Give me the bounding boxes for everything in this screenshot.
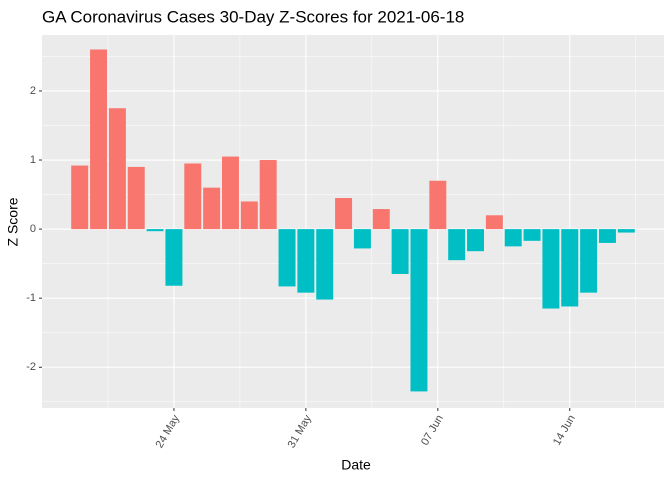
plot-panel <box>42 35 664 408</box>
y-tick-label: 0 <box>30 223 36 235</box>
bar <box>146 229 164 232</box>
bar <box>259 160 277 230</box>
bar <box>90 49 108 230</box>
y-tick-label: 2 <box>30 85 36 97</box>
y-axis-title: Z Score <box>5 197 21 246</box>
bar <box>240 201 258 230</box>
bar <box>448 229 466 261</box>
bar <box>222 156 239 230</box>
bar <box>410 229 428 392</box>
bar <box>278 229 296 287</box>
bar <box>523 229 541 241</box>
bar <box>71 165 89 230</box>
y-tick-label: 1 <box>30 154 36 166</box>
bar <box>561 229 579 307</box>
bar <box>165 229 183 286</box>
bar <box>504 229 522 247</box>
x-tick-label: 07 Jun <box>419 413 446 448</box>
chart-title: GA Coronavirus Cases 30-Day Z-Scores for… <box>42 7 464 26</box>
bar <box>580 229 598 293</box>
x-tick-label: 24 May <box>154 413 183 451</box>
bar <box>617 229 635 233</box>
bar <box>108 108 126 230</box>
y-tick-label: -2 <box>26 361 36 373</box>
bar <box>467 229 484 252</box>
bar <box>372 209 390 230</box>
bar <box>391 229 409 274</box>
bar <box>542 229 560 309</box>
bar <box>598 229 616 243</box>
x-tick-label: 14 Jun <box>551 413 578 448</box>
bar <box>297 229 315 293</box>
x-tick-label: 31 May <box>286 413 315 451</box>
y-tick-label: -1 <box>26 292 36 304</box>
bar <box>127 166 145 230</box>
x-axis-title: Date <box>341 457 371 473</box>
bar <box>429 180 447 230</box>
bar <box>203 187 221 230</box>
bar <box>335 198 353 230</box>
bar <box>485 215 503 230</box>
bar <box>184 163 202 230</box>
bar <box>316 229 334 300</box>
bar <box>353 229 371 249</box>
